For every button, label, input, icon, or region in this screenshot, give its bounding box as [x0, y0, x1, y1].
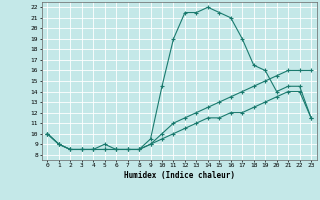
X-axis label: Humidex (Indice chaleur): Humidex (Indice chaleur) [124, 171, 235, 180]
